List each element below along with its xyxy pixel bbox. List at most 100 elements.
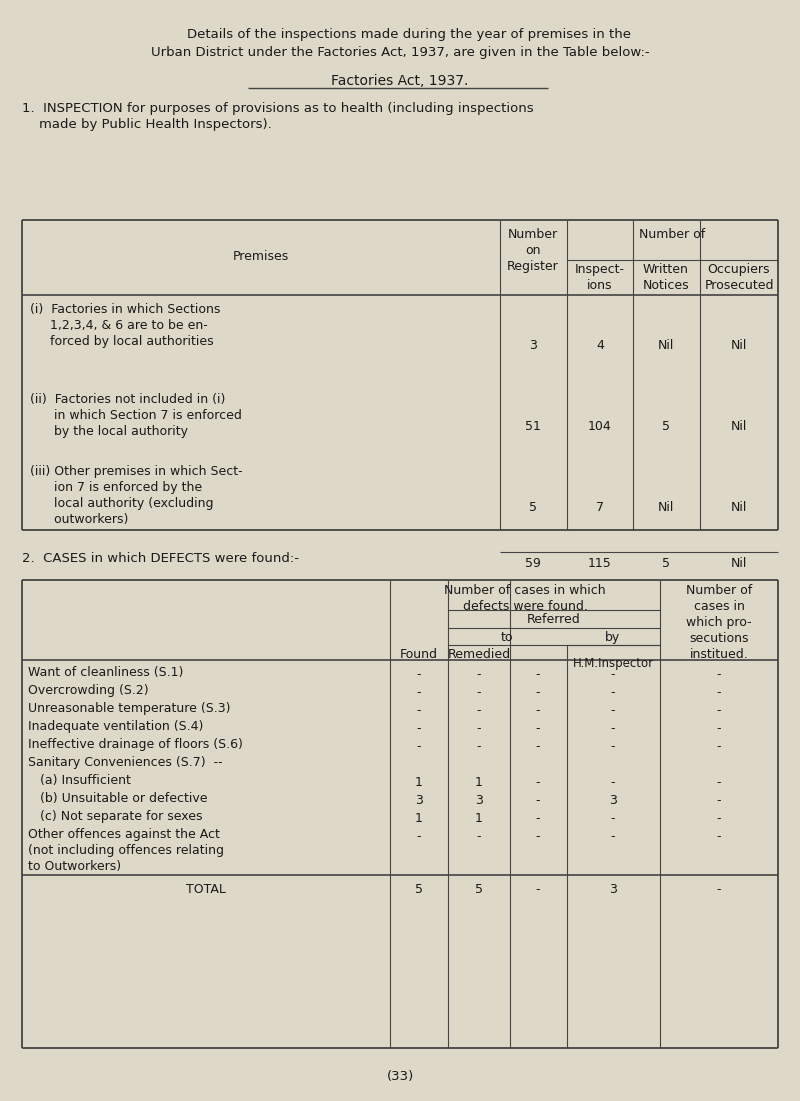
Text: Nil: Nil [658,501,674,514]
Text: -: - [717,776,722,789]
Text: -: - [536,813,540,825]
Text: -: - [477,668,482,682]
Text: 1: 1 [475,776,483,789]
Text: -: - [610,704,615,717]
Text: Remedied: Remedied [447,648,510,661]
Text: -: - [477,740,482,753]
Text: -: - [417,668,422,682]
Text: -: - [477,704,482,717]
Text: Number of cases in which
defects were found.: Number of cases in which defects were fo… [444,584,606,613]
Text: 3: 3 [609,883,617,896]
Text: Urban District under the Factories Act, 1937, are given in the Table below:-: Urban District under the Factories Act, … [150,46,650,59]
Text: -: - [417,686,422,699]
Text: Nil: Nil [731,501,747,514]
Text: (b) Unsuitable or defective: (b) Unsuitable or defective [28,792,207,805]
Text: Nil: Nil [731,419,747,433]
Text: -: - [477,722,482,735]
Text: (iii) Other premises in which Sect-
      ion 7 is enforced by the
      local a: (iii) Other premises in which Sect- ion … [30,465,242,526]
Text: -: - [610,686,615,699]
Text: Inadequate ventilation (S.4): Inadequate ventilation (S.4) [28,720,203,733]
Text: -: - [717,794,722,807]
Text: -: - [610,740,615,753]
Text: -: - [536,830,540,843]
Text: 3: 3 [475,794,483,807]
Text: 1: 1 [475,813,483,825]
Text: Nil: Nil [658,339,674,352]
Text: Other offences against the Act
(not including offences relating
to Outworkers): Other offences against the Act (not incl… [28,828,224,873]
Text: -: - [717,813,722,825]
Text: -: - [536,668,540,682]
Text: -: - [417,722,422,735]
Text: Unreasonable temperature (S.3): Unreasonable temperature (S.3) [28,702,230,715]
Text: Details of the inspections made during the year of premises in the: Details of the inspections made during t… [170,28,630,41]
Text: 104: 104 [588,419,612,433]
Text: 3: 3 [529,339,537,352]
Text: 115: 115 [588,557,612,570]
Text: -: - [610,830,615,843]
Text: 1.  INSPECTION for purposes of provisions as to health (including inspections
  : 1. INSPECTION for purposes of provisions… [22,102,534,131]
Text: 1: 1 [415,776,423,789]
Text: Inspect-
ions: Inspect- ions [575,263,625,292]
Text: Found: Found [400,648,438,661]
Text: 5: 5 [662,557,670,570]
Text: Factories Act, 1937.: Factories Act, 1937. [331,74,469,88]
Text: 5: 5 [529,501,537,514]
Text: -: - [536,704,540,717]
Text: 1: 1 [415,813,423,825]
Text: Occupiers
Prosecuted: Occupiers Prosecuted [704,263,774,292]
Text: -: - [477,686,482,699]
Text: -: - [610,668,615,682]
Text: -: - [717,722,722,735]
Text: -: - [417,740,422,753]
Text: 7: 7 [596,501,604,514]
Text: -: - [536,722,540,735]
Text: (33): (33) [386,1070,414,1083]
Text: -: - [610,722,615,735]
Text: 51: 51 [525,419,541,433]
Text: 5: 5 [475,883,483,896]
Text: 5: 5 [415,883,423,896]
Text: -: - [717,883,722,896]
Text: (i)  Factories in which Sections
     1,2,3,4, & 6 are to be en-
     forced by : (i) Factories in which Sections 1,2,3,4,… [30,303,220,348]
Text: TOTAL: TOTAL [186,883,226,896]
Text: Overcrowding (S.2): Overcrowding (S.2) [28,684,149,697]
Text: -: - [417,830,422,843]
Text: -: - [417,704,422,717]
Text: -: - [477,830,482,843]
Text: 3: 3 [609,794,617,807]
Text: Nil: Nil [731,339,747,352]
Text: Number of: Number of [639,228,705,241]
Text: 3: 3 [415,794,423,807]
Text: by: by [606,631,621,644]
Text: -: - [536,883,540,896]
Text: -: - [610,813,615,825]
Text: to: to [501,631,514,644]
Text: -: - [717,704,722,717]
Text: 4: 4 [596,339,604,352]
Text: Number
on
Register: Number on Register [507,228,559,273]
Text: -: - [717,668,722,682]
Text: -: - [610,776,615,789]
Text: 2.  CASES in which DEFECTS were found:-: 2. CASES in which DEFECTS were found:- [22,552,299,565]
Text: 59: 59 [525,557,541,570]
Text: Written
Notices: Written Notices [642,263,690,292]
Text: -: - [536,776,540,789]
Text: -: - [717,740,722,753]
Text: -: - [536,686,540,699]
Text: Premises: Premises [233,250,289,263]
Text: 5: 5 [662,419,670,433]
Text: H.M.Inspector: H.M.Inspector [573,657,654,671]
Text: -: - [536,740,540,753]
Text: Referred: Referred [527,613,581,626]
Text: (a) Insufficient: (a) Insufficient [28,774,131,787]
Text: -: - [717,686,722,699]
Text: -: - [717,830,722,843]
Text: Sanitary Conveniences (S.7)  --: Sanitary Conveniences (S.7) -- [28,756,222,768]
Text: Number of
cases in
which pro-
secutions
institued.: Number of cases in which pro- secutions … [686,584,752,661]
Text: (ii)  Factories not included in (i)
      in which Section 7 is enforced
      b: (ii) Factories not included in (i) in wh… [30,393,242,438]
Text: (c) Not separate for sexes: (c) Not separate for sexes [28,810,202,824]
Text: Ineffective drainage of floors (S.6): Ineffective drainage of floors (S.6) [28,738,243,751]
Text: -: - [536,794,540,807]
Text: Nil: Nil [731,557,747,570]
Text: Want of cleanliness (S.1): Want of cleanliness (S.1) [28,666,183,679]
